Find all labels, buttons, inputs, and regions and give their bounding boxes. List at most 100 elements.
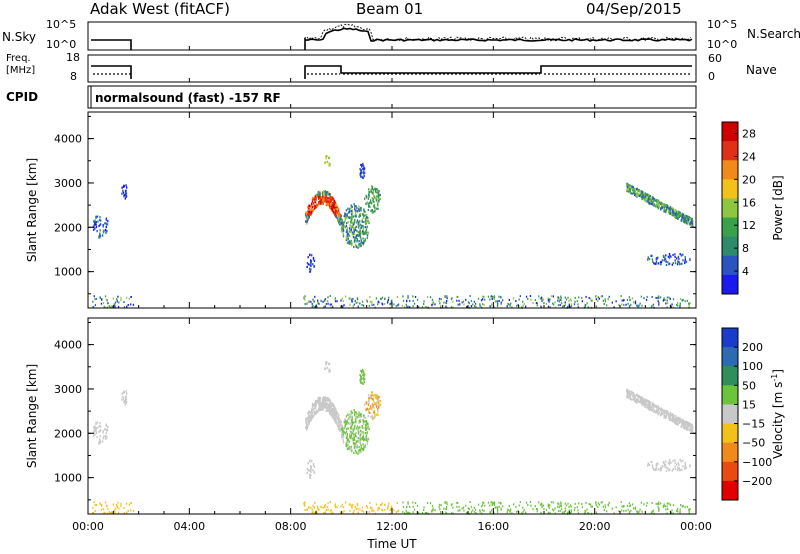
power-cell <box>327 300 328 302</box>
power-cell <box>368 196 369 198</box>
velocity-cell <box>478 504 479 506</box>
velocity-cell <box>677 469 678 471</box>
power-cell <box>341 219 342 221</box>
power-cell <box>93 220 94 222</box>
power-cell <box>668 210 669 212</box>
power-cell <box>358 206 359 208</box>
velocity-cell <box>357 453 358 455</box>
power-cell <box>541 300 542 302</box>
velocity-cell <box>574 509 575 511</box>
velocity-cell <box>388 503 389 505</box>
power-cell <box>366 214 367 216</box>
velocity-cell <box>623 510 624 512</box>
power-cell <box>427 296 428 298</box>
power-cell <box>655 205 656 207</box>
power-cell <box>372 192 373 194</box>
freq-line <box>91 66 692 79</box>
velocity-cell <box>612 508 613 510</box>
power-cell <box>327 161 328 163</box>
power-cell <box>497 303 498 305</box>
velocity-cell <box>314 507 315 509</box>
power-cell <box>359 168 360 170</box>
power-cell <box>357 298 358 300</box>
power-cell <box>352 233 353 235</box>
colorbar-segment <box>722 256 738 276</box>
velocity-cell <box>331 414 332 416</box>
power-cell <box>677 263 678 265</box>
velocity-cell <box>491 509 492 511</box>
power-cell <box>338 212 339 214</box>
power-cell <box>360 176 361 178</box>
y-tick-label: 2000 <box>54 221 82 234</box>
noise-search-line <box>305 24 691 41</box>
velocity-panel-frame <box>88 318 696 514</box>
velocity-cell <box>358 432 359 434</box>
power-cell <box>102 225 103 227</box>
colorbar-tick-label: −50 <box>742 437 765 450</box>
power-cell <box>668 297 669 299</box>
velocity-cell <box>349 417 350 419</box>
velocity-cell <box>368 404 369 406</box>
velocity-cell <box>358 441 359 443</box>
power-cell <box>100 229 101 231</box>
velocity-cell <box>322 507 323 509</box>
velocity-cell <box>327 506 328 508</box>
velocity-cell <box>551 501 552 503</box>
colorbar-tick-label: 16 <box>742 196 756 209</box>
velocity-cell <box>577 509 578 511</box>
velocity-cell <box>336 414 337 416</box>
velocity-cell <box>585 502 586 504</box>
power-cell <box>509 299 510 301</box>
power-cell <box>347 242 348 244</box>
power-cell <box>565 304 566 306</box>
colorbar-tick-label: 4 <box>742 265 749 278</box>
power-cell <box>665 299 666 301</box>
velocity-cell <box>120 503 121 505</box>
velocity-cell <box>366 432 367 434</box>
power-cell <box>406 304 407 306</box>
velocity-cell <box>349 422 350 424</box>
velocity-cell <box>451 503 452 505</box>
velocity-cell <box>101 505 102 507</box>
velocity-cell <box>378 406 379 408</box>
power-cell <box>133 304 134 306</box>
velocity-cell <box>311 409 312 411</box>
velocity-cell <box>107 508 108 510</box>
power-cell <box>351 241 352 243</box>
velocity-cell <box>95 427 96 429</box>
velocity-cell <box>305 418 306 420</box>
velocity-cell <box>654 469 655 471</box>
velocity-cell <box>489 511 490 513</box>
velocity-cell <box>679 512 680 514</box>
power-cell <box>373 304 374 306</box>
velocity-cell <box>659 411 660 413</box>
velocity-cell <box>540 504 541 506</box>
power-cell <box>557 300 558 302</box>
velocity-cell <box>369 502 370 504</box>
power-cell <box>474 301 475 303</box>
velocity-cell <box>377 410 378 412</box>
power-cell <box>565 297 566 299</box>
power-cell <box>675 262 676 264</box>
velocity-cell <box>507 509 508 511</box>
velocity-cell <box>99 422 100 424</box>
power-cell <box>524 303 525 305</box>
power-cell <box>312 210 313 212</box>
power-cell <box>355 300 356 302</box>
velocity-cell <box>384 509 385 511</box>
velocity-cell <box>372 398 373 400</box>
velocity-cell <box>679 469 680 471</box>
power-cell <box>632 297 633 299</box>
velocity-cell <box>680 509 681 511</box>
velocity-cell <box>447 503 448 505</box>
power-cell <box>368 191 369 193</box>
power-cell <box>94 228 95 230</box>
power-cell <box>458 304 459 306</box>
velocity-cell <box>662 409 663 411</box>
velocity-cell <box>349 414 350 416</box>
power-cell <box>482 303 483 305</box>
colorbar-segment <box>722 141 738 161</box>
power-cell <box>635 191 636 193</box>
power-cell <box>309 211 310 213</box>
velocity-cell <box>685 464 686 466</box>
